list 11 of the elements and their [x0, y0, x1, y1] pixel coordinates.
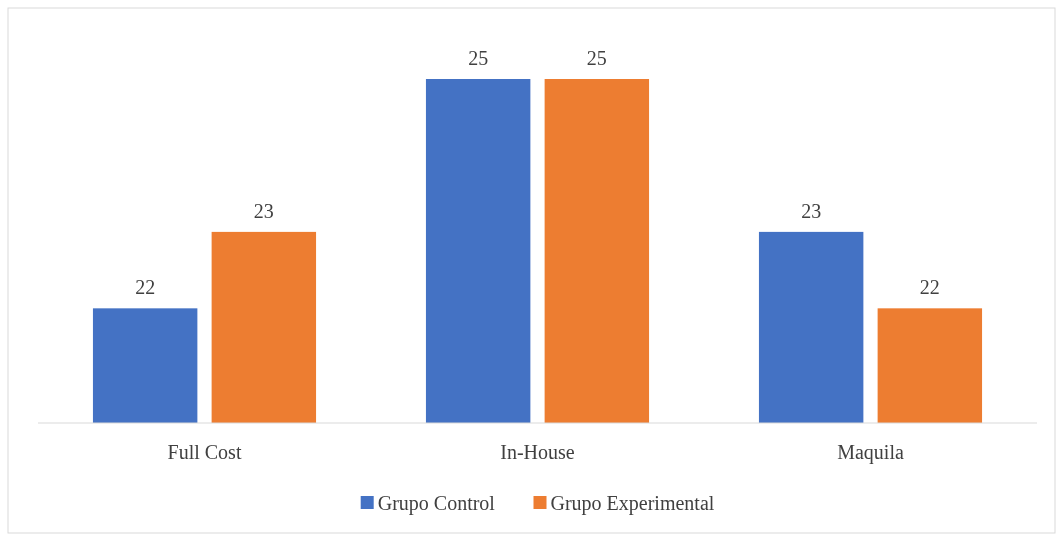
x-tick-label: Full Cost — [167, 441, 242, 463]
data-label: 25 — [468, 47, 489, 69]
x-tick-label: Maquila — [837, 441, 904, 464]
data-label: 23 — [253, 199, 274, 222]
data-label: 22 — [135, 276, 156, 299]
data-label: 22 — [919, 276, 940, 299]
legend-label: Grupo Control — [377, 492, 496, 515]
data-label: 23 — [801, 199, 822, 222]
data-label: 25 — [586, 47, 607, 69]
legend-label: Grupo Experimental — [550, 492, 715, 515]
x-tick-label: In-House — [500, 441, 575, 463]
